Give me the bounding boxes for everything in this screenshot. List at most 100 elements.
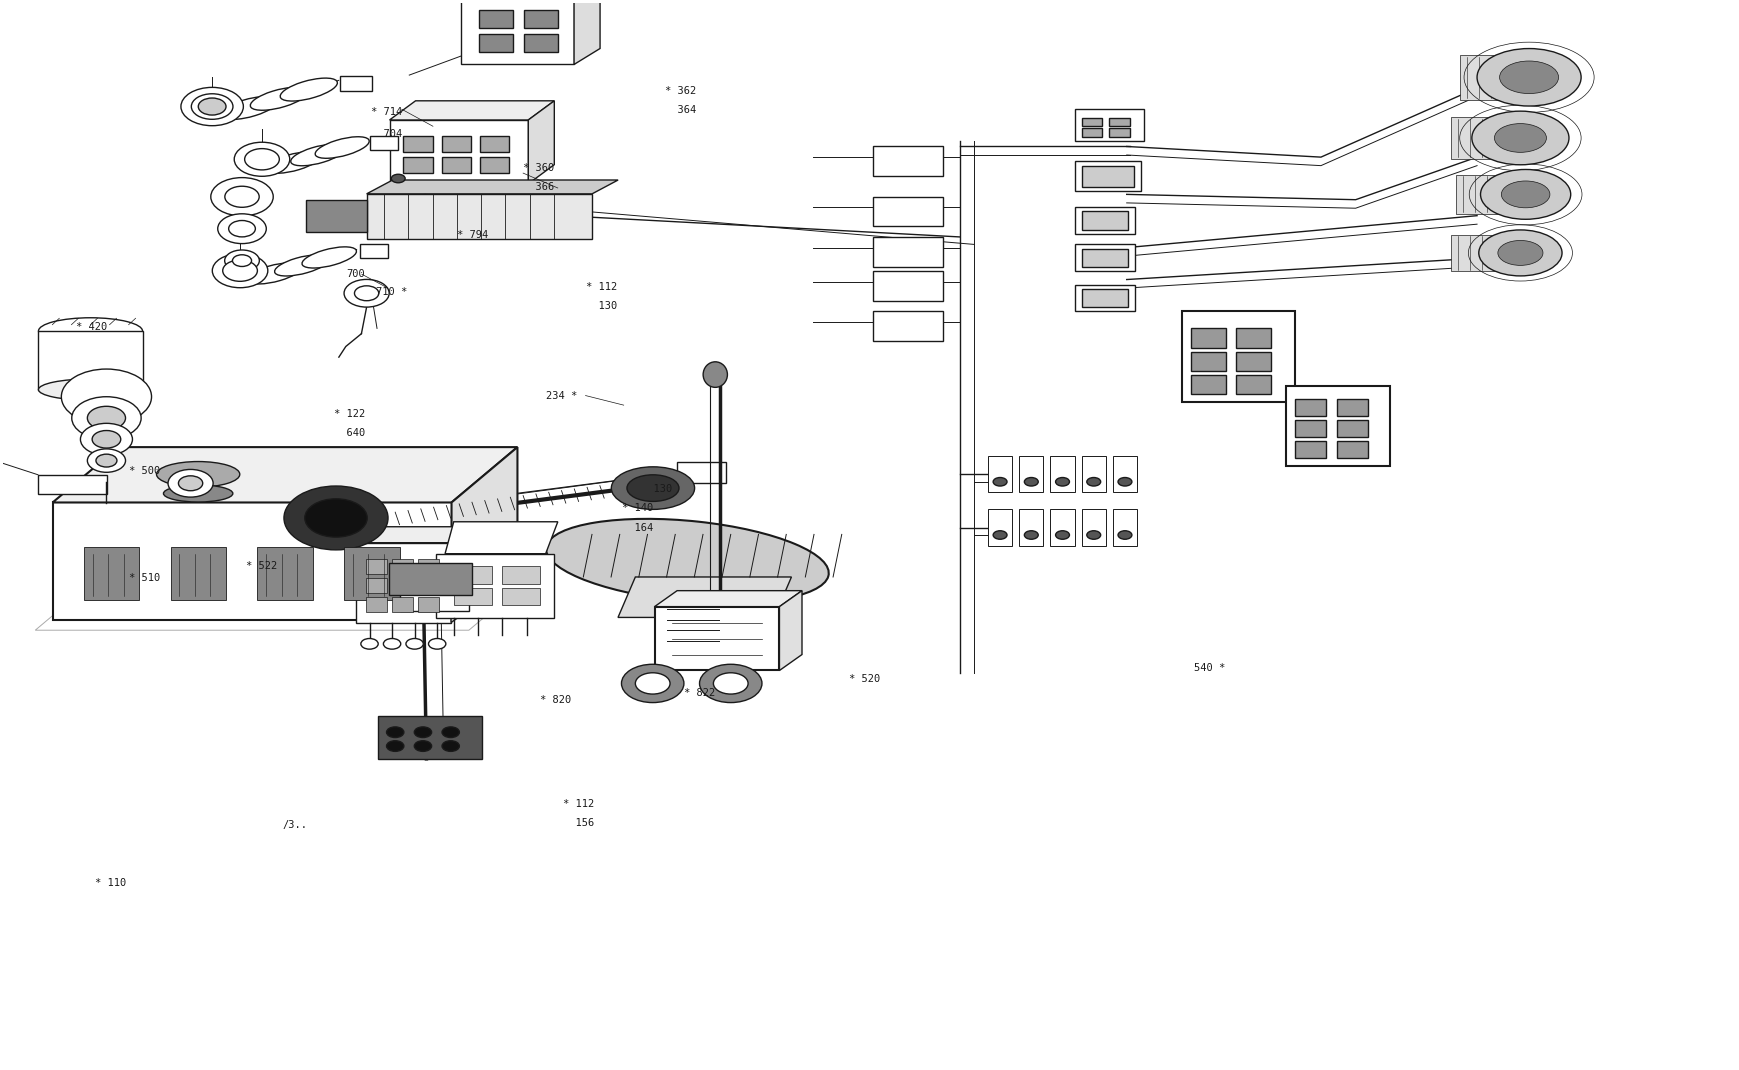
Polygon shape: [390, 101, 555, 120]
Polygon shape: [52, 447, 516, 503]
Bar: [367, 194, 591, 239]
Bar: [417, 559, 438, 574]
Ellipse shape: [626, 475, 678, 502]
Bar: [988, 456, 1012, 492]
Bar: [1075, 162, 1141, 192]
Bar: [478, 33, 513, 51]
Bar: [1075, 285, 1136, 311]
Ellipse shape: [163, 485, 233, 502]
Text: 130: 130: [586, 301, 616, 311]
Circle shape: [228, 220, 256, 236]
Ellipse shape: [610, 467, 694, 509]
Bar: [1113, 456, 1137, 492]
Polygon shape: [355, 526, 473, 542]
Ellipse shape: [247, 263, 301, 284]
Text: 640: 640: [334, 428, 365, 438]
Text: * 794: * 794: [457, 230, 489, 240]
Ellipse shape: [38, 379, 143, 400]
Bar: [1189, 352, 1224, 371]
Polygon shape: [450, 526, 473, 623]
Bar: [163, 474, 233, 493]
Bar: [873, 271, 943, 301]
Circle shape: [87, 449, 125, 472]
Circle shape: [212, 254, 268, 288]
Text: 366: 366: [523, 182, 555, 192]
Bar: [1082, 118, 1103, 126]
Circle shape: [699, 664, 762, 703]
Bar: [1235, 328, 1269, 348]
Circle shape: [96, 454, 117, 467]
Circle shape: [191, 94, 233, 120]
Bar: [370, 136, 398, 150]
Bar: [873, 197, 943, 227]
Circle shape: [245, 149, 280, 170]
Circle shape: [224, 250, 259, 272]
Circle shape: [1024, 531, 1038, 539]
Text: 700: 700: [346, 270, 365, 279]
Polygon shape: [306, 200, 367, 232]
Text: * 520: * 520: [849, 674, 880, 684]
Ellipse shape: [38, 318, 143, 345]
Text: * 122: * 122: [334, 409, 365, 418]
Bar: [523, 11, 558, 28]
Bar: [1285, 386, 1389, 465]
Bar: [388, 563, 471, 595]
Bar: [377, 716, 482, 759]
Text: * 820: * 820: [541, 696, 572, 705]
Bar: [873, 236, 943, 266]
Bar: [523, 33, 558, 51]
Bar: [1450, 235, 1523, 271]
Ellipse shape: [250, 88, 308, 110]
Bar: [1075, 208, 1136, 233]
Ellipse shape: [266, 152, 320, 173]
Bar: [1336, 421, 1367, 437]
Bar: [391, 597, 412, 612]
Bar: [1189, 376, 1224, 395]
Circle shape: [181, 88, 243, 125]
Bar: [1075, 244, 1136, 271]
Circle shape: [1118, 531, 1132, 539]
Bar: [873, 147, 943, 177]
Text: * 500: * 500: [129, 467, 160, 476]
Circle shape: [224, 186, 259, 208]
Bar: [1082, 248, 1129, 266]
Bar: [391, 559, 412, 574]
Bar: [1456, 175, 1529, 214]
Bar: [1050, 509, 1075, 546]
Circle shape: [405, 639, 423, 649]
Circle shape: [1056, 531, 1069, 539]
Bar: [1294, 441, 1325, 458]
Bar: [1336, 441, 1367, 458]
Circle shape: [198, 98, 226, 116]
Text: * 112: * 112: [586, 282, 616, 292]
Circle shape: [621, 664, 683, 703]
Circle shape: [355, 286, 379, 301]
Bar: [341, 76, 372, 91]
Circle shape: [386, 727, 403, 737]
Circle shape: [169, 470, 212, 498]
Bar: [1019, 456, 1043, 492]
Text: * 510: * 510: [129, 572, 160, 582]
Bar: [1294, 399, 1325, 416]
Ellipse shape: [1476, 48, 1581, 106]
Bar: [1113, 509, 1137, 546]
Bar: [1082, 509, 1106, 546]
Polygon shape: [452, 447, 516, 620]
Circle shape: [235, 142, 290, 177]
Bar: [661, 614, 730, 668]
Text: 704: 704: [370, 128, 402, 139]
Bar: [480, 157, 510, 173]
Circle shape: [1087, 531, 1101, 539]
Text: 156: 156: [563, 819, 595, 828]
Polygon shape: [529, 101, 555, 184]
Bar: [391, 578, 412, 593]
Circle shape: [1118, 477, 1132, 486]
Bar: [988, 509, 1012, 546]
Ellipse shape: [303, 247, 356, 268]
Polygon shape: [654, 591, 802, 607]
Circle shape: [993, 477, 1007, 486]
Circle shape: [1087, 477, 1101, 486]
Bar: [1235, 352, 1269, 371]
Polygon shape: [52, 503, 452, 620]
Polygon shape: [355, 542, 450, 623]
